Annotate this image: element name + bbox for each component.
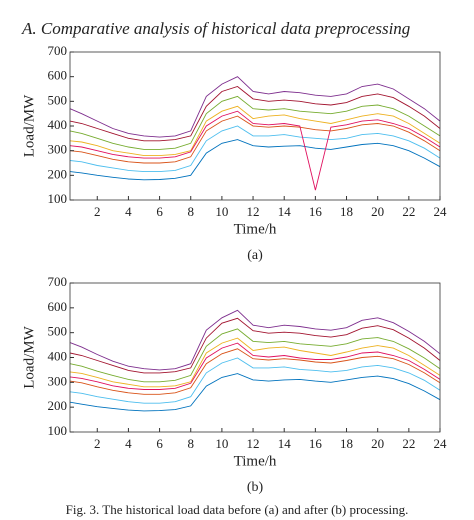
x-tick-label: 16 <box>309 204 323 219</box>
x-tick-label: 8 <box>187 204 194 219</box>
x-tick-label: 18 <box>340 436 353 451</box>
x-tick-label: 14 <box>278 204 292 219</box>
x-tick-label: 6 <box>156 204 163 219</box>
section-heading: A. Comparative analysis of historical da… <box>21 19 410 38</box>
y-tick-label: 100 <box>48 423 68 438</box>
y-tick-label: 700 <box>48 43 68 58</box>
x-tick-label: 20 <box>371 436 384 451</box>
load-line <box>69 139 441 181</box>
y-tick-label: 600 <box>48 68 68 83</box>
x-tick-label: 24 <box>434 436 448 451</box>
x-tick-label: 10 <box>215 436 228 451</box>
x-tick-label: 2 <box>94 204 101 219</box>
figure-caption: Fig. 3. The historical load data before … <box>66 502 409 517</box>
x-tick-label: 22 <box>402 204 415 219</box>
load-line <box>69 85 441 142</box>
x-tick-label: 18 <box>340 204 353 219</box>
y-tick-label: 400 <box>48 348 68 363</box>
load-line <box>69 328 441 383</box>
load-line <box>69 125 441 173</box>
load-line <box>69 337 441 388</box>
panel-label: (b) <box>247 480 264 495</box>
x-axis-label: Time/h <box>234 221 277 237</box>
x-tick-label: 8 <box>187 436 194 451</box>
y-tick-label: 200 <box>48 166 68 181</box>
load-line <box>69 348 441 395</box>
load-line <box>69 105 441 157</box>
x-tick-label: 10 <box>215 204 228 219</box>
panel-label: (a) <box>247 248 263 263</box>
y-tick-label: 100 <box>48 191 68 206</box>
load-line <box>69 95 441 150</box>
load-line <box>69 357 441 404</box>
x-tick-label: 12 <box>247 436 260 451</box>
x-axis-label: Time/h <box>234 453 277 469</box>
load-line <box>69 115 441 164</box>
x-tick-label: 4 <box>125 436 132 451</box>
y-tick-label: 400 <box>48 117 68 132</box>
load-line <box>69 110 441 191</box>
y-tick-label: 500 <box>48 324 68 339</box>
y-tick-label: 300 <box>48 373 68 388</box>
load-line <box>69 309 441 371</box>
y-tick-label: 700 <box>48 274 68 289</box>
x-tick-label: 24 <box>434 204 448 219</box>
y-tick-label: 300 <box>48 142 68 157</box>
load-line <box>69 342 441 390</box>
load-line <box>69 317 441 374</box>
x-tick-label: 12 <box>247 204 260 219</box>
y-tick-label: 200 <box>48 398 68 413</box>
y-tick-label: 500 <box>48 92 68 107</box>
x-tick-label: 14 <box>278 436 292 451</box>
load-line <box>69 373 441 412</box>
x-tick-label: 20 <box>371 204 384 219</box>
x-tick-label: 2 <box>94 436 101 451</box>
load-line <box>69 76 441 138</box>
y-axis-label: Load/MW <box>21 325 37 388</box>
y-axis-label: Load/MW <box>21 94 37 157</box>
x-tick-label: 6 <box>156 436 163 451</box>
x-tick-label: 22 <box>402 436 415 451</box>
y-tick-label: 600 <box>48 299 68 314</box>
x-tick-label: 4 <box>125 204 132 219</box>
x-tick-label: 16 <box>309 436 323 451</box>
